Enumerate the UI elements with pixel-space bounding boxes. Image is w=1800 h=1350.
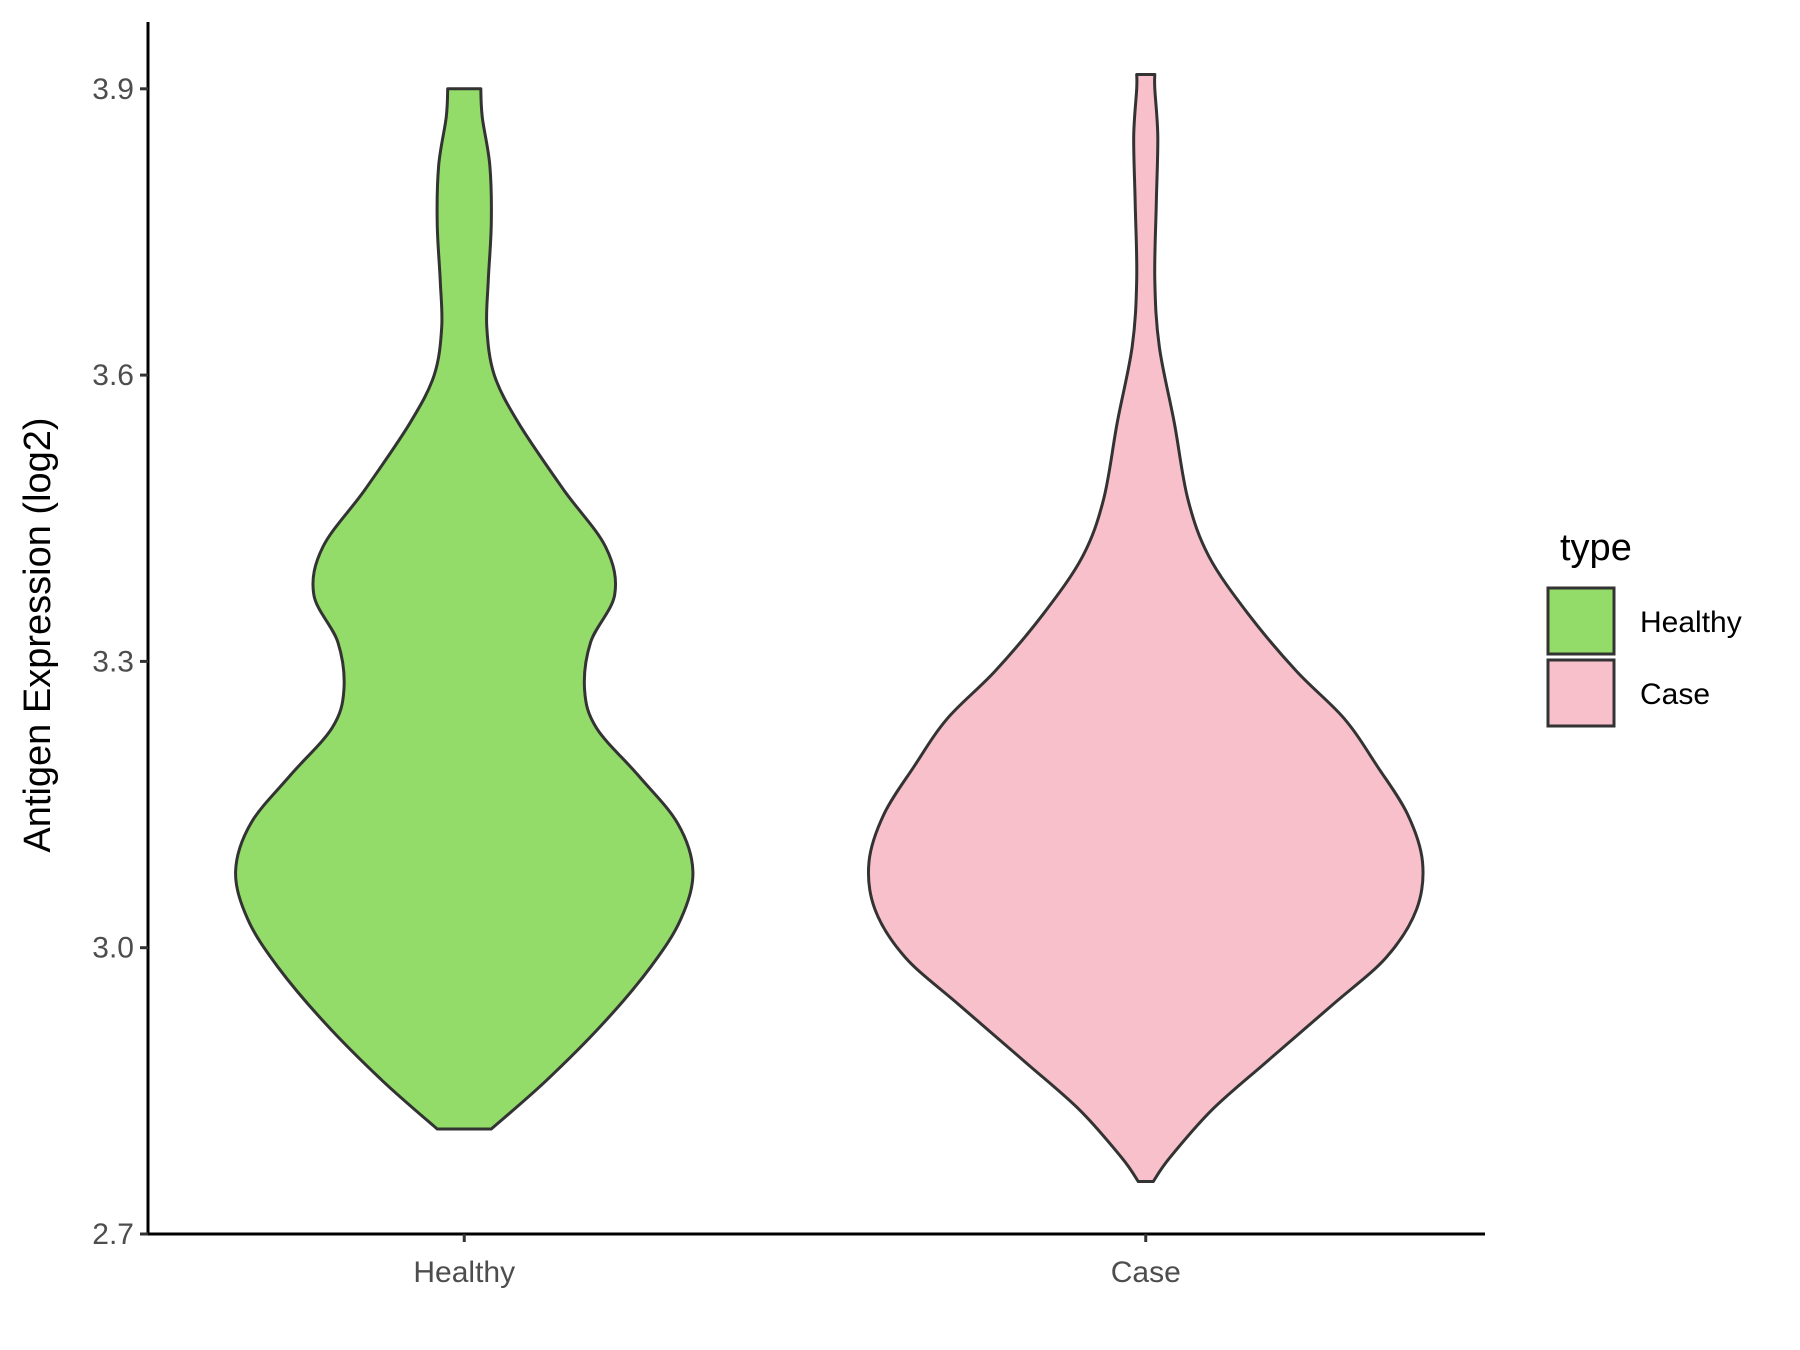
y-tick-label: 3.9 (92, 73, 134, 106)
legend-label-healthy: Healthy (1640, 606, 1742, 639)
legend: type Healthy Case (1546, 527, 1742, 728)
violin-layer (234, 73, 1425, 1183)
violin-case (866, 73, 1425, 1183)
y-tick-label: 3.6 (92, 359, 134, 392)
y-tick-label: 2.7 (92, 1218, 134, 1251)
legend-key-healthy (1546, 586, 1616, 656)
x-tick-label: Case (1111, 1256, 1181, 1289)
y-axis-title: Antigen Expression (log2) (17, 417, 59, 852)
y-tick-label: 3.0 (92, 932, 134, 965)
legend-title: type (1560, 527, 1632, 569)
legend-key-case (1546, 658, 1616, 728)
legend-label-case: Case (1640, 678, 1710, 711)
violin-healthy (234, 87, 695, 1131)
x-tick-label: Healthy (413, 1256, 515, 1289)
axes-layer: 2.7 3.0 3.3 3.6 3.9 Healthy Case (92, 22, 1485, 1289)
y-tick-label: 3.3 (92, 645, 134, 678)
